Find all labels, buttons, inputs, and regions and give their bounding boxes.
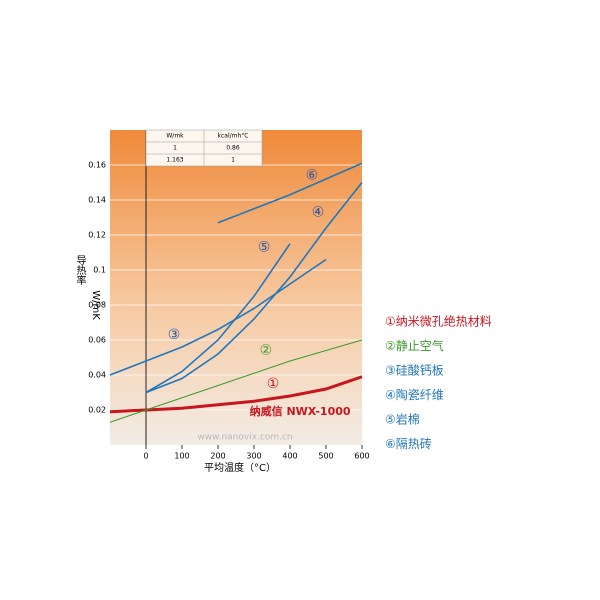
series-line xyxy=(109,375,363,414)
y-tick-label: 0.12 xyxy=(88,231,106,240)
annotation: ① xyxy=(267,376,280,392)
y-axis-label: 导热率 xyxy=(74,255,86,286)
annotation: ③ xyxy=(168,327,181,343)
table-header: W/mk xyxy=(166,133,184,140)
series-line xyxy=(109,258,327,376)
annotation: ⑥ xyxy=(306,168,319,184)
x-tick-label: 600 xyxy=(354,452,369,461)
table-cell: 1 xyxy=(231,157,235,164)
y-unit-label: W/mK xyxy=(90,290,101,320)
legend-entry: ①纳米微孔绝热材料 xyxy=(385,314,492,329)
y-tick-label: 0.08 xyxy=(88,301,106,310)
y-tick-label: 0.14 xyxy=(88,196,106,205)
annotation: www.nanovix.com.cn xyxy=(197,432,292,442)
legend-entry: ⑥隔热砖 xyxy=(385,436,432,451)
series-line xyxy=(109,339,363,423)
x-tick-label: 500 xyxy=(318,452,333,461)
table-cell: 1 xyxy=(173,145,177,152)
y-tick-label: 0.02 xyxy=(88,406,106,415)
series-line xyxy=(145,182,363,394)
table-cell: 1.163 xyxy=(166,157,183,164)
x-tick-label: 400 xyxy=(282,452,297,461)
table-cell: 0.86 xyxy=(226,145,240,152)
series-line xyxy=(145,243,291,394)
annotation: ② xyxy=(260,343,273,359)
y-tick-label: 0.06 xyxy=(88,336,106,345)
x-tick-label: 200 xyxy=(210,452,225,461)
series-line xyxy=(217,162,363,224)
legend-entry: ③硅酸钙板 xyxy=(385,363,444,378)
x-tick-label: 300 xyxy=(246,452,261,461)
x-axis-label: 平均温度（°C） xyxy=(204,461,276,474)
legend-entry: ④陶瓷纤维 xyxy=(385,387,444,402)
y-tick-label: 0.16 xyxy=(88,161,106,170)
annotation: ⑤ xyxy=(258,239,271,255)
annotation: 纳威信 NWX-1000 xyxy=(250,404,351,418)
table-header: kcal/mh°C xyxy=(218,133,249,140)
annotation: ④ xyxy=(312,204,325,220)
y-tick-label: 0.1 xyxy=(93,266,106,275)
x-tick-label: 100 xyxy=(174,452,189,461)
legend-entry: ②静止空气 xyxy=(385,338,444,353)
y-tick-label: 0.04 xyxy=(88,371,106,380)
legend-entry: ⑤岩棉 xyxy=(385,412,420,427)
plot-area xyxy=(110,130,362,445)
x-tick-label: 0 xyxy=(143,452,148,461)
